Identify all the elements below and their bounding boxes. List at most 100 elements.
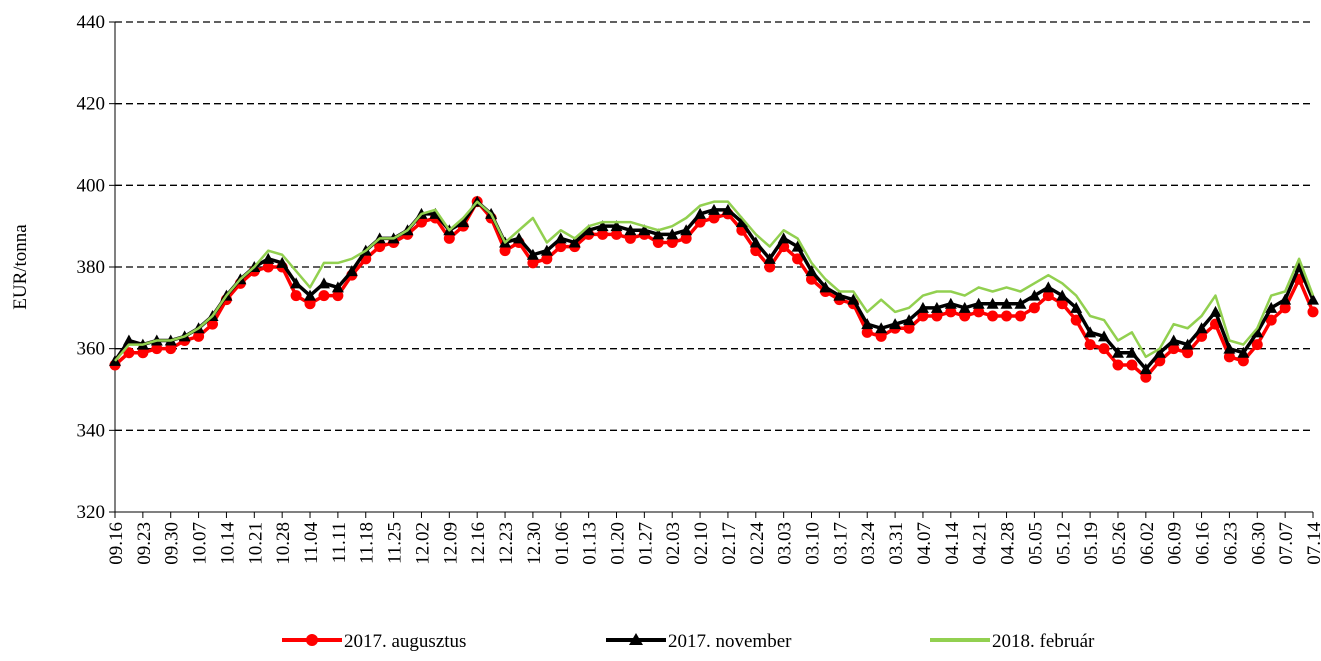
point-marker xyxy=(304,289,317,301)
point-marker xyxy=(694,207,707,219)
x-tick-label: 01.20 xyxy=(607,522,628,565)
point-marker xyxy=(137,347,149,359)
point-marker xyxy=(540,244,553,256)
point-marker xyxy=(526,248,539,260)
x-tick-label: 01.27 xyxy=(635,522,656,565)
point-marker xyxy=(1168,343,1180,355)
point-marker xyxy=(568,236,581,248)
point-marker xyxy=(1028,302,1040,314)
point-marker xyxy=(207,318,219,330)
point-marker xyxy=(1209,305,1222,317)
x-tick-label: 07.07 xyxy=(1276,522,1297,565)
point-marker xyxy=(944,297,957,309)
point-marker xyxy=(986,297,999,309)
point-marker xyxy=(624,224,637,236)
x-tick-label: 12.09 xyxy=(440,522,461,565)
point-marker xyxy=(1084,339,1096,351)
y-tick-label: 400 xyxy=(77,175,106,196)
point-marker xyxy=(610,228,622,240)
point-marker xyxy=(903,314,916,326)
point-marker xyxy=(596,220,609,232)
point-marker xyxy=(290,277,303,289)
point-marker xyxy=(1237,346,1250,358)
point-marker xyxy=(819,281,832,293)
x-tick-label: 04.21 xyxy=(970,522,991,565)
point-marker xyxy=(1223,351,1235,363)
point-marker xyxy=(930,301,943,313)
point-marker xyxy=(1279,302,1291,314)
x-tick-label: 11.25 xyxy=(385,522,406,564)
point-marker xyxy=(973,306,985,318)
point-marker xyxy=(833,289,846,301)
x-tick-label: 03.24 xyxy=(858,522,879,565)
x-tick-label: 02.17 xyxy=(719,522,740,565)
series-line xyxy=(114,200,1315,362)
point-marker xyxy=(262,261,274,273)
x-tick-label: 04.07 xyxy=(914,522,935,565)
point-marker xyxy=(735,216,748,228)
x-tick-label: 05.05 xyxy=(1025,522,1046,565)
point-marker xyxy=(318,290,330,302)
x-tick-label: 09.23 xyxy=(134,522,155,565)
x-tick-label: 11.11 xyxy=(329,522,350,563)
x-tick-label: 12.02 xyxy=(412,522,433,565)
x-tick-label: 10.07 xyxy=(190,522,211,565)
point-marker xyxy=(499,245,511,257)
x-tick-label: 10.21 xyxy=(245,522,266,565)
x-tick-label: 10.14 xyxy=(217,522,238,565)
x-tick-label: 03.10 xyxy=(803,522,824,565)
point-marker xyxy=(122,334,135,346)
x-tick-label: 02.10 xyxy=(691,522,712,565)
point-marker xyxy=(1307,293,1319,305)
point-marker xyxy=(792,253,804,265)
x-tick-label: 05.26 xyxy=(1109,522,1130,565)
point-marker xyxy=(582,224,595,236)
point-marker xyxy=(597,228,609,240)
point-marker xyxy=(1251,339,1263,351)
point-marker xyxy=(1307,306,1319,318)
point-marker xyxy=(1028,289,1041,301)
x-tick-label: 06.09 xyxy=(1165,522,1186,565)
point-marker xyxy=(290,290,302,302)
point-marker xyxy=(1042,281,1055,293)
point-marker xyxy=(861,318,874,330)
x-tick-label: 05.19 xyxy=(1081,522,1102,565)
point-marker xyxy=(638,224,651,236)
point-marker xyxy=(374,241,386,253)
y-tick-label: 340 xyxy=(77,420,106,441)
point-marker xyxy=(1112,359,1124,371)
point-marker xyxy=(1182,347,1194,359)
x-tick-label: 12.16 xyxy=(468,522,489,565)
point-marker xyxy=(708,203,720,215)
point-marker xyxy=(721,203,734,215)
point-marker xyxy=(972,297,985,309)
point-marker xyxy=(1125,346,1138,358)
point-marker xyxy=(958,301,971,313)
point-marker xyxy=(875,330,887,342)
point-marker xyxy=(541,253,553,265)
point-marker xyxy=(512,232,525,244)
y-tick-label: 360 xyxy=(77,339,106,360)
y-tick-label: 420 xyxy=(77,94,106,115)
point-marker xyxy=(931,310,943,322)
point-marker xyxy=(1001,310,1013,322)
point-marker xyxy=(276,256,289,268)
point-marker xyxy=(1237,355,1249,367)
x-tick-label: 05.12 xyxy=(1053,522,1074,565)
x-tick-label: 01.06 xyxy=(552,522,573,565)
legend-marker xyxy=(629,633,643,645)
point-marker xyxy=(1014,310,1026,322)
x-tick-label: 09.30 xyxy=(162,522,183,565)
point-marker xyxy=(1181,338,1194,350)
point-marker xyxy=(680,224,693,236)
x-tick-label: 01.13 xyxy=(580,522,601,565)
point-marker xyxy=(1098,330,1111,342)
point-marker xyxy=(331,281,344,293)
point-marker xyxy=(345,265,358,277)
y-tick-label: 320 xyxy=(77,502,106,523)
point-marker xyxy=(1014,297,1027,309)
x-tick-label: 07.14 xyxy=(1304,522,1321,565)
x-tick-label: 02.24 xyxy=(747,522,768,565)
legend-label: 2018. február xyxy=(992,631,1095,652)
point-marker xyxy=(1265,301,1278,313)
